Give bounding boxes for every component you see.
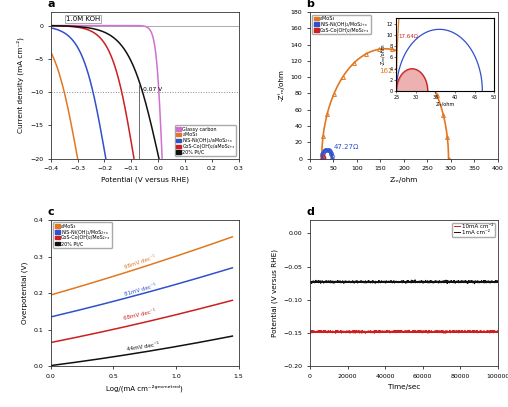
Text: 47.27Ω: 47.27Ω [333, 144, 359, 150]
10mA cm⁻² [495, 330, 501, 335]
Y-axis label: Potential (V versus RHE): Potential (V versus RHE) [271, 249, 278, 337]
1mA cm⁻² [455, 280, 461, 284]
Text: 68mV dec⁻¹: 68mV dec⁻¹ [123, 309, 156, 321]
Text: 98mV dec⁻¹: 98mV dec⁻¹ [123, 255, 156, 270]
1mA cm⁻² [489, 279, 495, 284]
Y-axis label: Overpotential (V): Overpotential (V) [21, 262, 28, 324]
10mA cm⁻² [307, 328, 313, 333]
Legend: aMoS₃, NiS-Ni(OH)₂/MoS₂₊ₓ, CoS-Co(OH)₂/MoS₂₊ₓ, 20% Pt/C: aMoS₃, NiS-Ni(OH)₂/MoS₂₊ₓ, CoS-Co(OH)₂/M… [53, 222, 112, 247]
X-axis label: Potential (V versus RHE): Potential (V versus RHE) [101, 177, 188, 183]
Text: 44mV dec⁻¹: 44mV dec⁻¹ [126, 342, 159, 352]
Text: 162.5Ω: 162.5Ω [379, 68, 405, 74]
1mA cm⁻² [393, 279, 399, 284]
Text: d: d [306, 207, 314, 217]
Text: b: b [306, 0, 314, 9]
1mA cm⁻² [495, 280, 501, 285]
10mA cm⁻² [316, 330, 323, 335]
X-axis label: Log/(mA cm⁻²ᵍᵉᵒᵐᵉᵗʳᵉᵈ): Log/(mA cm⁻²ᵍᵉᵒᵐᵉᵗʳᵉᵈ) [106, 385, 183, 392]
X-axis label: Zᵣₑ/ohm: Zᵣₑ/ohm [390, 177, 418, 183]
Legend: aMoS₃, NiS-Ni(OH)₂/MoS₂₊ₓ, CoS-Co(OH)₂/MoS₂₊ₓ: aMoS₃, NiS-Ni(OH)₂/MoS₂₊ₓ, CoS-Co(OH)₂/M… [312, 15, 371, 34]
Legend: 10mA cm⁻², 1mA cm⁻²: 10mA cm⁻², 1mA cm⁻² [452, 223, 495, 237]
1mA cm⁻² [490, 279, 496, 284]
Line: 1mA cm⁻²: 1mA cm⁻² [310, 280, 498, 284]
10mA cm⁻² [489, 329, 495, 334]
Text: a: a [47, 0, 54, 9]
Y-axis label: -Zᴵₘ/ohm: -Zᴵₘ/ohm [278, 70, 285, 101]
1mA cm⁻² [307, 280, 313, 285]
10mA cm⁻² [362, 331, 368, 336]
1mA cm⁻² [398, 280, 404, 284]
1mA cm⁻² [471, 281, 478, 286]
Text: 81mV dec⁻¹: 81mV dec⁻¹ [123, 283, 156, 297]
Text: -0.07 V: -0.07 V [141, 87, 162, 92]
10mA cm⁻² [398, 328, 404, 333]
Text: c: c [47, 207, 54, 217]
1mA cm⁻² [412, 277, 418, 282]
X-axis label: Time/sec: Time/sec [388, 385, 420, 390]
10mA cm⁻² [406, 328, 412, 333]
Legend: Glassy carbon, aMoS₃, NiS-Ni(OH)₂/aMoS₂₊ₓ, CoS-Co(OH)₂/aMoS₂₊ₓ, 20% Pt/C: Glassy carbon, aMoS₃, NiS-Ni(OH)₂/aMoS₂₊… [175, 125, 236, 156]
1mA cm⁻² [316, 279, 323, 284]
10mA cm⁻² [455, 329, 461, 334]
10mA cm⁻² [490, 329, 496, 334]
Line: 10mA cm⁻²: 10mA cm⁻² [310, 330, 498, 333]
Y-axis label: Current density (mA cm⁻²): Current density (mA cm⁻²) [17, 37, 24, 133]
10mA cm⁻² [393, 330, 399, 335]
Text: 1.0M KOH: 1.0M KOH [66, 16, 100, 22]
